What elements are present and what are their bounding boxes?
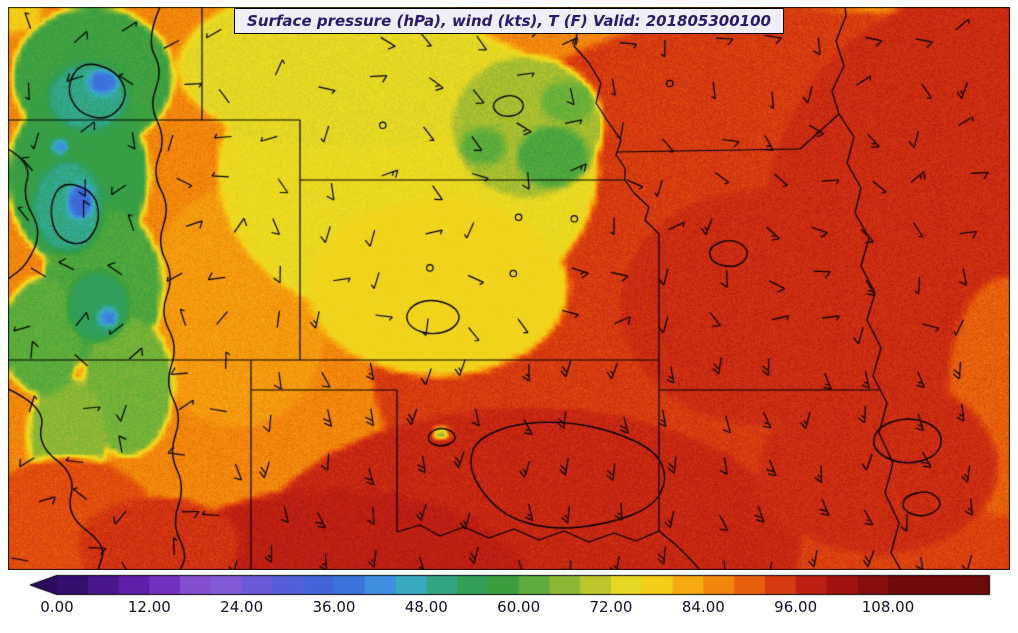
colorbar-tick-labels: 0.00 12.00 24.00 36.00 48.00 60.00 72.00 84.00 9… (0, 598, 1018, 620)
colorbar-tick-label: 60.00 (497, 598, 541, 616)
colorbar-tick-label: 36.00 (312, 598, 356, 616)
colorbar-tick-label: 72.00 (589, 598, 633, 616)
map-canvas (8, 7, 1010, 570)
map-title: Surface pressure (hPa), wind (kts), T (F… (234, 8, 784, 34)
colorbar-tick-label: 108.00 (861, 598, 915, 616)
colorbar-tick-label: 96.00 (774, 598, 818, 616)
colorbar-tick-label: 0.00 (40, 598, 74, 616)
colorbar-tick-label: 12.00 (127, 598, 171, 616)
colorbar (0, 572, 1018, 596)
colorbar-tick-label: 84.00 (681, 598, 725, 616)
colorbar-tick-label: 24.00 (220, 598, 264, 616)
colorbar-tick-label: 48.00 (404, 598, 448, 616)
